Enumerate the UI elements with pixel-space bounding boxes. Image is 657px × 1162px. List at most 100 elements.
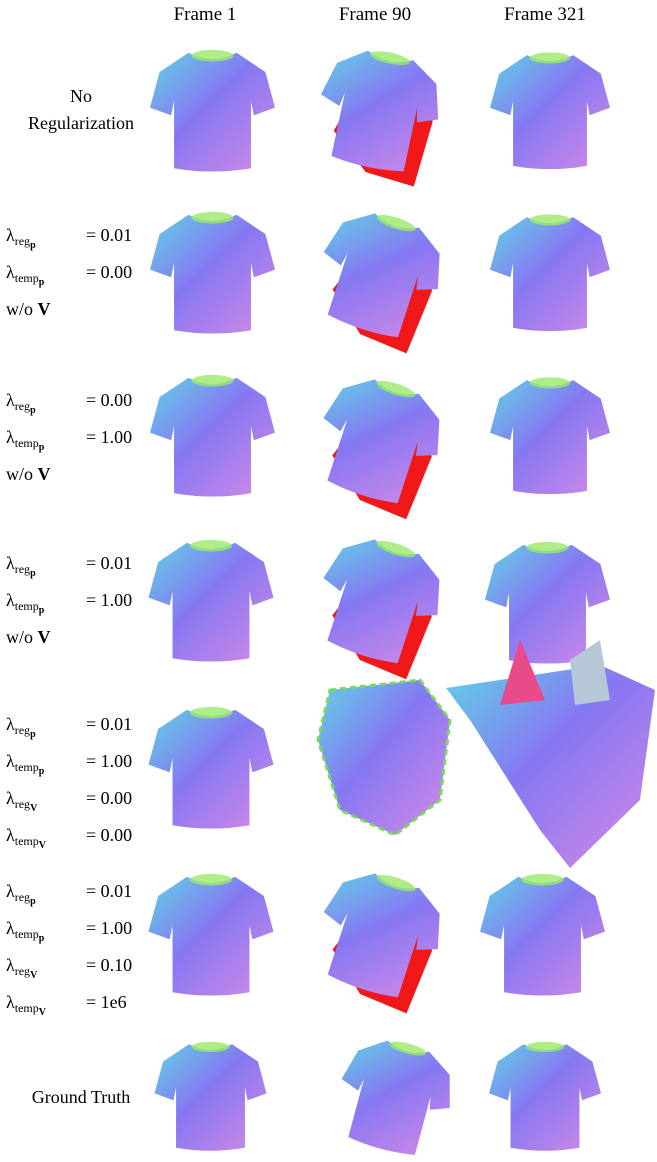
row-label: λregp= 0.00 λtempp= 1.00 w/o V [6, 387, 156, 488]
symbol: λtempp [6, 915, 86, 952]
symbol: λtempp [6, 424, 86, 461]
lambda: λ [6, 589, 15, 610]
symbol: λtempV [6, 822, 86, 859]
subscript-text: reg [14, 561, 31, 576]
lambda: λ [6, 224, 15, 245]
row-label: λregp= 0.01 λtempp= 1.00 λregV= 0.10 λtempV… [6, 878, 156, 1026]
text: Ground Truth [31, 1086, 131, 1107]
text: No [70, 86, 92, 106]
lambda: λ [6, 751, 15, 771]
value: = 1.00 [86, 918, 133, 938]
lambda: λ [6, 881, 15, 901]
subscript: tempp [14, 927, 45, 944]
label-line: λregp= 0.01 [6, 550, 156, 587]
subscript-text: reg [14, 890, 31, 904]
bold-text: V [37, 298, 51, 319]
sub-subscript: p [38, 933, 45, 944]
subscript: regV [14, 964, 38, 981]
lambda: λ [6, 992, 15, 1012]
subscript-text: temp [14, 834, 39, 848]
text: w/o [6, 298, 33, 319]
label-line: λregp= 0.01 [6, 711, 156, 748]
value: = 1.00 [86, 589, 133, 610]
column-header: Frame 321 [504, 4, 586, 25]
symbol: λtempV [6, 989, 86, 1026]
sub-subscript: p [30, 404, 36, 416]
sub-subscript: p [38, 766, 45, 777]
value: = 0.10 [86, 955, 133, 975]
subscript-text: temp [14, 1001, 39, 1015]
value: = 0.00 [86, 261, 133, 282]
value: = 0.00 [86, 825, 133, 845]
text: w/o [6, 626, 33, 647]
column-header: Frame 1 [173, 4, 237, 25]
subscript: regp [14, 398, 36, 416]
subscript-text: temp [14, 927, 39, 941]
label-line: λtempV= 0.00 [6, 822, 156, 859]
symbol: λtempp [6, 259, 86, 296]
label-line: λtempp= 0.00 [6, 259, 156, 296]
label-line: λtempp= 1.00 [6, 424, 156, 461]
sub-subscript: V [30, 803, 38, 814]
label-line: λtempp= 1.00 [6, 748, 156, 785]
value: = 0.01 [86, 552, 133, 573]
value: = 1.00 [86, 426, 133, 447]
label-line: w/o V [6, 624, 156, 651]
sub-subscript: V [38, 1007, 46, 1018]
sub-subscript: p [30, 896, 36, 907]
lambda: λ [6, 426, 15, 447]
label-line: λregp= 0.01 [6, 222, 156, 259]
column-header: Frame 90 [338, 4, 412, 25]
col-frame90 [302, 40, 464, 1162]
symbol: λtempp [6, 748, 86, 785]
label-line: Ground Truth [6, 1084, 156, 1111]
lambda: λ [6, 825, 15, 845]
label-line: No [6, 83, 156, 110]
lambda: λ [6, 788, 15, 808]
subscript: regV [14, 797, 38, 814]
sub-subscript: p [30, 729, 36, 740]
row-label: λregp= 0.01 λtempp= 1.00 λregV= 0.00 λtempV… [6, 711, 156, 859]
label-line: w/o V [6, 296, 156, 323]
symbol: λregV [6, 952, 86, 989]
label-line: Regularization [6, 110, 156, 137]
subscript-text: temp [14, 270, 39, 285]
lambda: λ [6, 261, 15, 282]
row-label: Ground Truth [6, 1084, 156, 1111]
subscript: regp [14, 561, 36, 579]
symbol: λregp [6, 550, 86, 587]
lambda: λ [6, 389, 15, 410]
label-line: λtempV= 1e6 [6, 989, 156, 1026]
sub-subscript: V [30, 970, 38, 981]
sub-subscript: V [38, 840, 46, 851]
label-line: λregp= 0.01 [6, 878, 156, 915]
col-frame1 [148, 49, 275, 1151]
sub-subscript: p [30, 567, 36, 579]
label-line: λtempp= 1.00 [6, 915, 156, 952]
subscript: tempp [14, 598, 45, 616]
value: = 0.00 [86, 788, 133, 808]
label-line: λregp= 0.00 [6, 387, 156, 424]
symbol: λtempp [6, 587, 86, 624]
label-line: w/o V [6, 461, 156, 488]
subscript: tempp [15, 436, 45, 453]
bold-text: V [37, 626, 51, 647]
subscript-text: reg [14, 398, 31, 413]
value: = 0.01 [86, 224, 133, 245]
sub-subscript: p [38, 276, 45, 288]
subscript-text: temp [14, 598, 39, 613]
value: = 1.00 [86, 751, 133, 771]
value: = 0.00 [86, 389, 133, 410]
symbol: λregp [6, 387, 86, 424]
subscript: tempV [14, 834, 46, 851]
lambda: λ [6, 714, 15, 734]
subscript-text: reg [14, 797, 31, 811]
value: = 1e6 [86, 992, 127, 1012]
subscript: tempp [14, 760, 45, 777]
symbol: λregp [6, 711, 86, 748]
subscript-text: reg [14, 964, 31, 978]
subscript-text: temp [14, 760, 39, 774]
text: Regularization [28, 113, 134, 133]
